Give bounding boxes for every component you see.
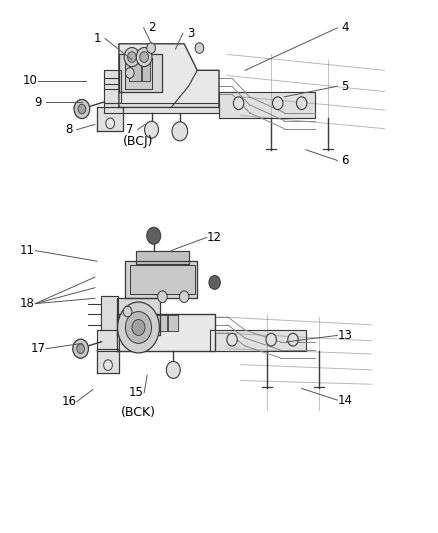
Circle shape xyxy=(227,333,237,346)
Circle shape xyxy=(288,333,298,346)
Polygon shape xyxy=(117,298,160,335)
Circle shape xyxy=(147,227,161,244)
Text: (BCJ): (BCJ) xyxy=(123,135,154,148)
Polygon shape xyxy=(125,58,152,89)
Text: 4: 4 xyxy=(342,21,349,35)
Polygon shape xyxy=(104,103,219,113)
Polygon shape xyxy=(125,261,197,298)
Circle shape xyxy=(123,306,132,317)
Polygon shape xyxy=(119,44,219,108)
Circle shape xyxy=(266,333,276,346)
Text: 11: 11 xyxy=(20,244,35,257)
Polygon shape xyxy=(117,314,215,351)
Circle shape xyxy=(136,47,152,67)
Text: (BCK): (BCK) xyxy=(121,406,156,419)
Text: 10: 10 xyxy=(22,75,37,87)
Text: 14: 14 xyxy=(338,393,353,407)
Circle shape xyxy=(166,361,180,378)
Circle shape xyxy=(140,52,148,62)
Polygon shape xyxy=(168,316,178,331)
Text: 18: 18 xyxy=(20,297,35,310)
Polygon shape xyxy=(97,108,123,131)
Circle shape xyxy=(124,47,140,67)
Text: 17: 17 xyxy=(31,342,46,355)
Circle shape xyxy=(106,118,115,128)
Polygon shape xyxy=(210,330,306,351)
Text: 15: 15 xyxy=(129,386,144,399)
Circle shape xyxy=(145,121,159,138)
Circle shape xyxy=(147,43,155,53)
Polygon shape xyxy=(154,316,167,331)
Text: 5: 5 xyxy=(342,80,349,93)
Circle shape xyxy=(209,276,220,289)
Circle shape xyxy=(117,302,159,353)
Text: 8: 8 xyxy=(65,123,73,136)
Circle shape xyxy=(77,344,85,353)
Text: 12: 12 xyxy=(207,231,222,244)
Text: 7: 7 xyxy=(126,123,134,136)
Polygon shape xyxy=(130,265,195,294)
Circle shape xyxy=(104,360,113,370)
Circle shape xyxy=(158,291,167,303)
Circle shape xyxy=(272,97,283,110)
Circle shape xyxy=(74,100,90,118)
Circle shape xyxy=(125,68,134,78)
Text: 3: 3 xyxy=(187,27,194,39)
Polygon shape xyxy=(119,54,162,92)
Text: 6: 6 xyxy=(342,154,349,167)
Circle shape xyxy=(132,319,145,335)
Circle shape xyxy=(125,312,152,343)
Text: 9: 9 xyxy=(35,95,42,109)
Circle shape xyxy=(78,104,86,114)
Circle shape xyxy=(195,43,204,53)
Circle shape xyxy=(180,291,189,303)
Polygon shape xyxy=(102,296,118,330)
Polygon shape xyxy=(97,349,119,373)
Text: 16: 16 xyxy=(61,395,76,408)
Polygon shape xyxy=(104,70,121,103)
Polygon shape xyxy=(136,251,188,264)
Circle shape xyxy=(127,52,136,62)
Circle shape xyxy=(233,97,244,110)
Polygon shape xyxy=(97,330,119,351)
Circle shape xyxy=(172,122,187,141)
Polygon shape xyxy=(129,62,141,81)
Text: 13: 13 xyxy=(338,329,353,342)
Polygon shape xyxy=(219,92,315,118)
Circle shape xyxy=(73,339,88,358)
Text: 2: 2 xyxy=(148,21,155,35)
Circle shape xyxy=(297,97,307,110)
Polygon shape xyxy=(142,62,150,81)
Text: 1: 1 xyxy=(93,32,101,45)
